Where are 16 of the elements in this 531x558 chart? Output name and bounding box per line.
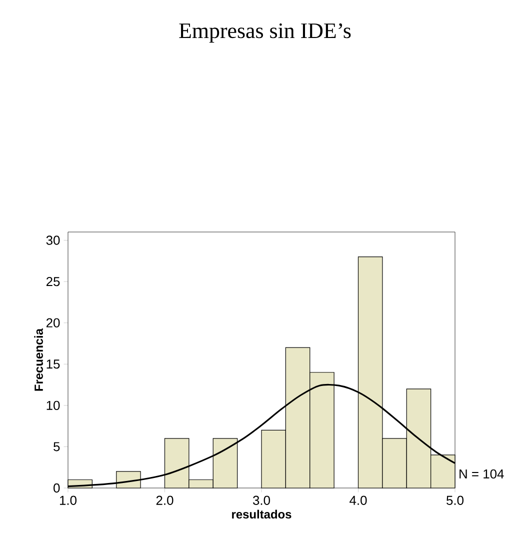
text: N = 104 [460, 469, 504, 479]
x-axis-title: resultados [232, 510, 292, 519]
y-tick-label: 30 [46, 236, 60, 245]
x-tick-label: 4.0 [350, 496, 367, 505]
y-tick-label: 25 [46, 276, 60, 286]
y-tick-label: 10 [46, 400, 60, 410]
y-axis-title: Frecuencia [34, 328, 43, 391]
y-tick-label: 15 [46, 360, 60, 369]
chart-title: Empresas sin IDE’s [179, 23, 351, 43]
y-tick-label: 0 [54, 483, 60, 493]
y-tick-label: 5 [54, 442, 60, 452]
x-tick-label: 2.0 [156, 496, 174, 505]
x-tick-label: 1.0 [60, 496, 77, 505]
x-tick-label: 5.0 [446, 496, 464, 505]
x-tick-label: 3.0 [253, 496, 270, 505]
y-tick-label: 20 [46, 318, 60, 328]
